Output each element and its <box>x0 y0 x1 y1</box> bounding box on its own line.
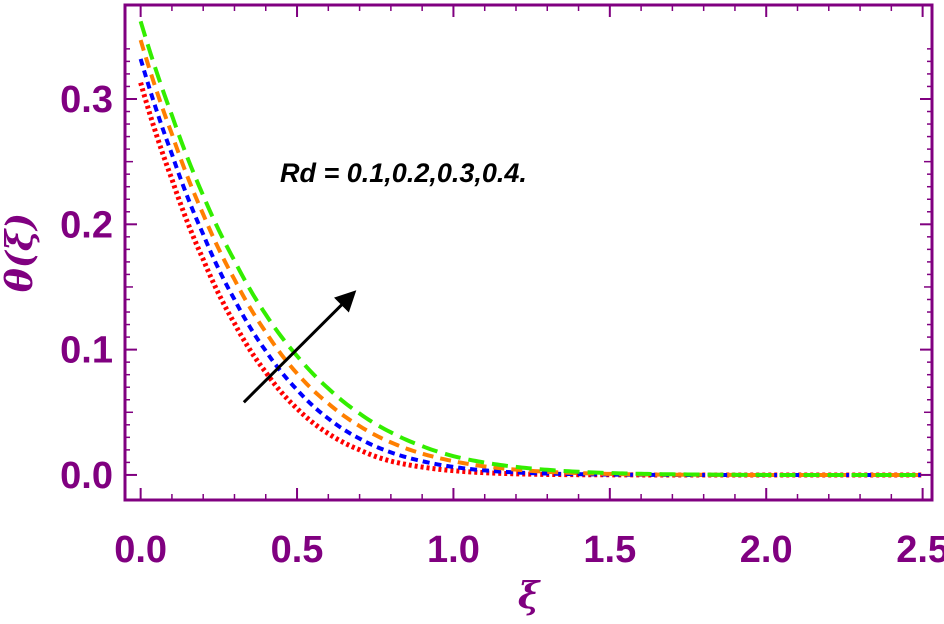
x-tick-label: 2.5 <box>896 529 944 571</box>
y-tick-label: 0.3 <box>60 79 113 121</box>
label-layer: 0.0 0.5 1.0 1.5 2.0 2.5 0.0 0.1 0.2 0.3 <box>60 79 944 571</box>
x-tick-label: 1.0 <box>427 529 480 571</box>
tick-layer <box>125 5 932 500</box>
x-tick-label: 0.0 <box>114 529 167 571</box>
annotation-arrow <box>242 290 357 404</box>
y-tick-label: 0.0 <box>60 455 113 497</box>
series-line-4 <box>138 20 923 477</box>
x-axis-title: ξ <box>518 575 541 617</box>
plot-frame <box>123 3 934 502</box>
series-line-3 <box>138 39 923 477</box>
series-line-1 <box>138 82 923 478</box>
y-axis-title: θ(ξ) <box>0 213 41 292</box>
y-tick-label: 0.2 <box>60 204 113 246</box>
series-line-2 <box>138 58 923 477</box>
x-tick-label: 1.5 <box>583 529 636 571</box>
series-layer <box>138 20 923 478</box>
y-tick-label: 0.1 <box>60 330 113 372</box>
x-tick-label: 2.0 <box>740 529 793 571</box>
x-tick-label: 0.5 <box>271 529 324 571</box>
annotation-text: Rd = 0.1,0.2,0.3,0.4. <box>280 158 527 188</box>
